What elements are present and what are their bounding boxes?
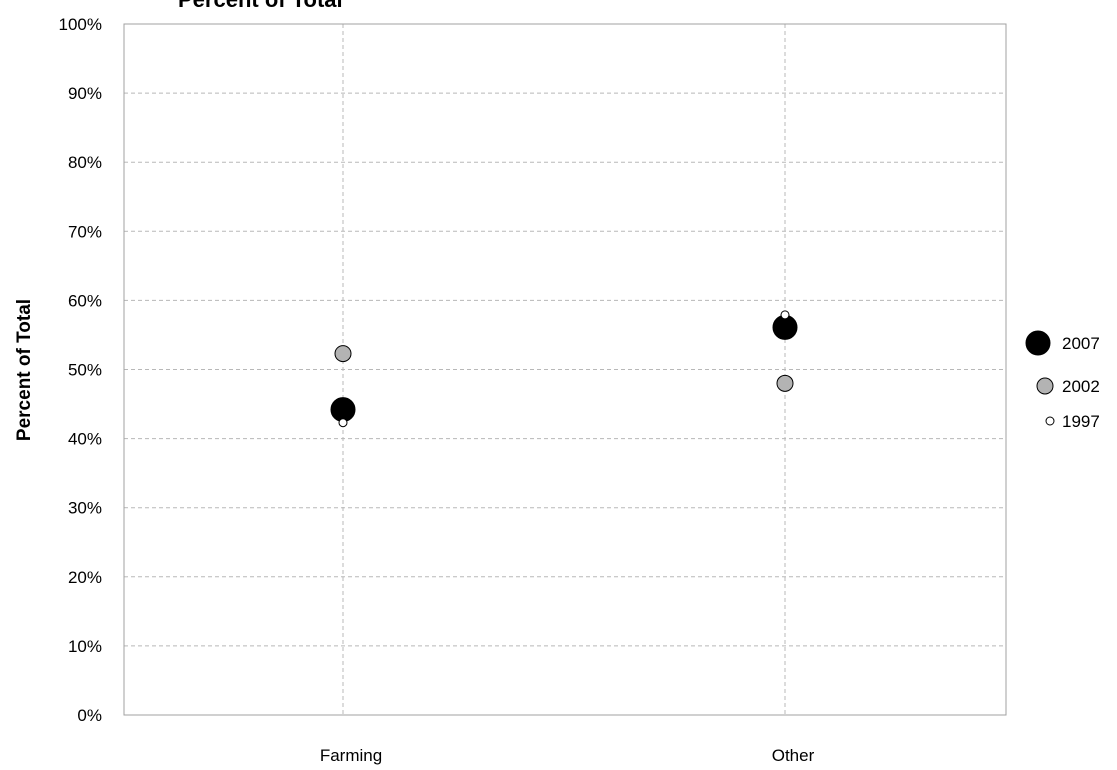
- y-tick-label: 80%: [68, 153, 102, 172]
- y-tick-label: 30%: [68, 499, 102, 518]
- data-points: [330, 310, 798, 428]
- y-tick-label: 70%: [68, 222, 102, 241]
- legend-marker-2007: [1025, 330, 1051, 356]
- y-tick-label: 40%: [68, 430, 102, 449]
- x-tick-label: Farming: [320, 746, 382, 765]
- legend-label: 1997: [1062, 412, 1100, 431]
- legend: 2007 2002 1997: [1025, 330, 1100, 431]
- legend-marker-1997: [1045, 416, 1055, 426]
- y-tick-label: 60%: [68, 291, 102, 310]
- x-tick-label: Other: [772, 746, 815, 765]
- y-axis: 0% 10% 20% 30% 40% 50% 60% 70% 80% 90% 100%: [59, 15, 102, 725]
- y-tick-label: 20%: [68, 568, 102, 587]
- y-tick-label: 90%: [68, 84, 102, 103]
- y-axis-label: Percent of Total: [14, 299, 35, 441]
- grid: [124, 24, 1006, 715]
- legend-label: 2002: [1062, 377, 1100, 396]
- point-2002-farming: [334, 345, 352, 363]
- point-2007-farming: [330, 397, 356, 423]
- legend-marker-2002: [1036, 377, 1054, 395]
- legend-label: 2007: [1062, 334, 1100, 353]
- chart-title: Percent of Total: [178, 0, 343, 12]
- point-1997-farming: [338, 418, 348, 428]
- y-tick-label: 10%: [68, 637, 102, 656]
- plot-area: [123, 23, 1007, 716]
- y-tick-label: 50%: [68, 361, 102, 380]
- point-1997-other: [780, 310, 790, 320]
- y-tick-label: 100%: [59, 15, 102, 34]
- y-tick-label: 0%: [77, 706, 102, 725]
- point-2002-other: [776, 374, 794, 392]
- x-axis: Farming Other: [320, 746, 815, 765]
